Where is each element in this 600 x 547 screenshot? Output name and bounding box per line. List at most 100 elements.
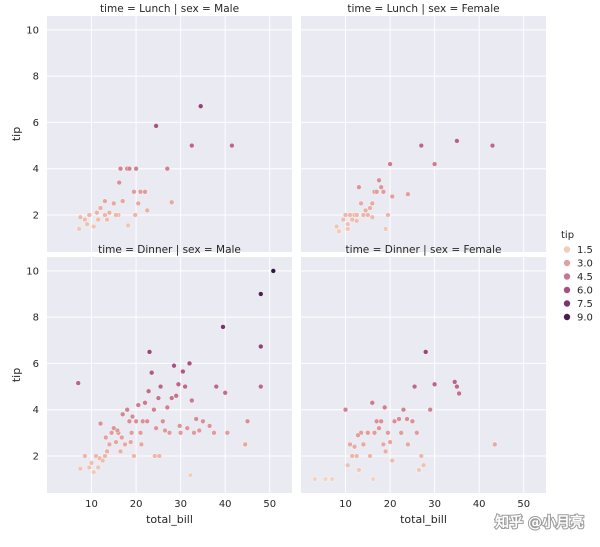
legend-entry-label: 3.0: [577, 259, 593, 270]
scatter-point: [158, 384, 164, 390]
scatter-point: [370, 476, 376, 482]
scatter-point: [244, 418, 251, 424]
scatter-point: [77, 466, 84, 472]
panel-title: time = Dinner | sex = Male: [98, 244, 241, 256]
scatter-point: [144, 418, 150, 424]
scatter-point: [113, 439, 119, 445]
scatter-point: [222, 390, 228, 396]
scatter-point: [187, 472, 194, 478]
scatter-point: [153, 425, 159, 431]
scatter-point: [122, 441, 128, 448]
scatter-point: [88, 460, 95, 466]
scatter-point: [220, 324, 226, 330]
scatter-point: [391, 418, 398, 424]
watermark-text: 知乎 @小月亮: [495, 514, 584, 531]
x-axis-label: total_bill: [400, 513, 447, 526]
scatter-point: [207, 423, 213, 429]
scatter-point: [404, 416, 410, 422]
scatter-point: [86, 464, 92, 471]
scatter-point: [369, 214, 375, 220]
scatter-point: [76, 226, 82, 232]
scatter-point: [454, 384, 460, 390]
y-tick-label: 10: [26, 266, 39, 277]
scatter-point: [156, 453, 162, 459]
scatter-point: [367, 453, 373, 459]
scatter-point: [224, 430, 231, 436]
panel-background: [301, 257, 546, 493]
scatter-point: [374, 189, 380, 195]
x-tick-label: 50: [517, 499, 530, 510]
scatter-point: [146, 349, 153, 355]
scatter-point: [367, 205, 373, 211]
legend-marker: [563, 259, 571, 267]
scatter-point: [106, 441, 113, 448]
scatter-point: [126, 418, 132, 424]
scatter-point: [383, 226, 389, 232]
legend-marker: [563, 300, 571, 307]
scatter-point: [363, 207, 369, 214]
panel-background: [301, 16, 546, 252]
scatter-point: [369, 200, 375, 207]
scatter-point: [166, 430, 173, 436]
scatter-point: [349, 453, 355, 459]
scatter-point: [200, 418, 206, 424]
scatter-point: [108, 430, 115, 436]
scatter-point: [120, 411, 126, 417]
scatter-point: [132, 212, 138, 218]
scatter-point: [155, 395, 162, 401]
scatter-point: [418, 143, 424, 149]
panel-background: [47, 16, 292, 252]
scatter-point: [385, 430, 391, 436]
scatter-point: [178, 430, 184, 436]
scatter-point: [94, 210, 100, 216]
scatter-point: [356, 184, 362, 190]
scatter-point: [113, 212, 119, 218]
legend-entry-label: 6.0: [577, 286, 593, 297]
scatter-point: [102, 453, 108, 459]
scatter-point: [198, 103, 204, 109]
scatter-point: [405, 191, 411, 197]
scatter-point: [173, 393, 179, 399]
scatter-point: [336, 228, 342, 234]
scatter-point: [82, 217, 88, 223]
panel-background: [47, 257, 292, 493]
y-tick-label: 6: [33, 118, 39, 129]
scatter-point: [258, 291, 264, 297]
y-tick-label: 8: [33, 72, 39, 83]
scatter-point: [146, 388, 152, 394]
scatter-point: [97, 421, 104, 427]
scatter-point: [129, 430, 135, 436]
scatter-point: [358, 200, 364, 207]
scatter-point: [140, 418, 146, 424]
scatter-point: [106, 210, 113, 216]
scatter-point: [189, 397, 195, 404]
x-tick-label: 30: [174, 499, 187, 510]
scatter-point: [414, 430, 420, 436]
scatter-point: [125, 222, 131, 229]
scatter-point: [104, 217, 110, 223]
scatter-point: [389, 193, 395, 200]
scatter-point: [382, 404, 388, 411]
y-tick-label: 6: [33, 359, 39, 370]
scatter-point: [95, 464, 101, 471]
scatter-point: [378, 184, 384, 190]
scatter-point: [91, 469, 97, 475]
panel-title: time = Dinner | sex = Female: [346, 244, 502, 256]
x-tick-label: 30: [428, 499, 441, 510]
scatter-point: [128, 439, 134, 445]
scatter-point: [369, 400, 375, 406]
scatter-point: [171, 363, 177, 369]
scatter-point: [177, 423, 183, 429]
scatter-point: [365, 430, 371, 436]
scatter-point: [96, 455, 103, 461]
scatter-point: [354, 212, 360, 218]
axes-layer: 2 4 6 8 10 tip 2 4 6 8 10 tip 10 20 30 40 50 total_bill 10…: [10, 25, 530, 526]
panels-layer: time = Lunch | sex = Male time = Lunch | …: [47, 3, 546, 493]
scatter-point: [347, 212, 353, 218]
scatter-point: [131, 189, 137, 195]
scatter-point: [84, 221, 90, 227]
facet-panel-2: time = Lunch | sex = Female: [301, 3, 546, 252]
scatter-point: [380, 441, 387, 448]
scatter-point: [385, 212, 391, 218]
